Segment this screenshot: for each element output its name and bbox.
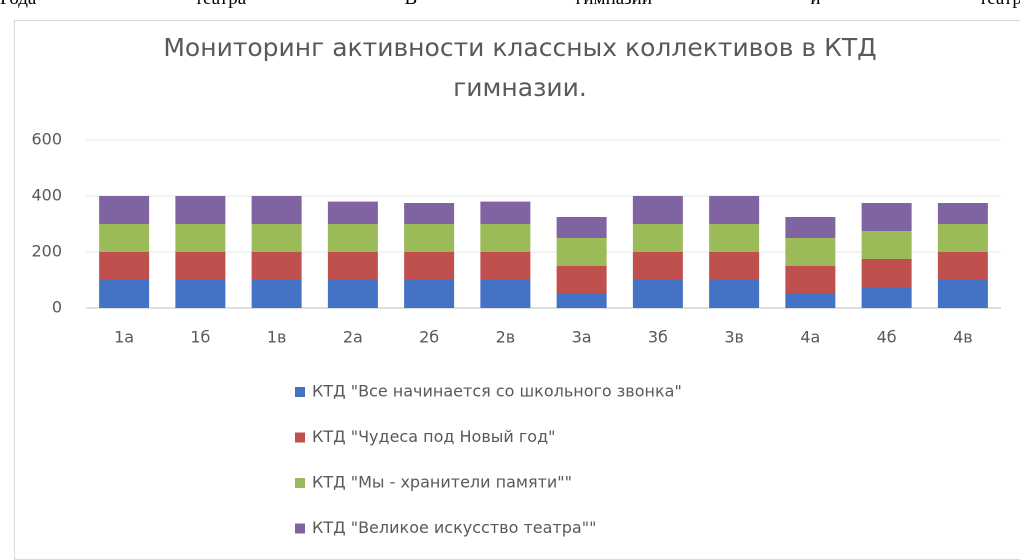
x-tick-label: 2а	[343, 328, 363, 347]
bar-segment	[480, 280, 531, 308]
bar-segment	[404, 203, 455, 224]
chart-title: Мониторинг активности классных коллектив…	[163, 33, 877, 102]
bar-segment	[99, 224, 150, 252]
bar-segment	[709, 196, 760, 224]
y-tick-label: 200	[31, 242, 62, 261]
legend-label: КТД "Великое искусство театра""	[312, 518, 596, 537]
y-tick-label: 0	[52, 298, 62, 317]
bar-segment	[99, 280, 150, 308]
x-tick-label: 2б	[419, 328, 439, 347]
bar-segment	[785, 217, 836, 238]
bar-segment	[99, 252, 150, 280]
bar-segment	[480, 201, 531, 224]
x-tick-label: 4в	[953, 328, 973, 347]
bar-segment	[327, 201, 378, 224]
bar-segment	[175, 280, 226, 308]
bar-segment	[175, 224, 226, 252]
bar-segment	[251, 280, 302, 308]
legend-swatch	[295, 523, 305, 534]
document-text: Года театра Вгимназии и театрал	[0, 0, 1020, 10]
bar-segment	[937, 252, 988, 280]
bar-segment	[327, 224, 378, 252]
legend-label: КТД "Все начинается со школьного звонка"	[312, 382, 682, 401]
bar-segment	[251, 196, 302, 224]
x-tick-label: 3а	[572, 328, 592, 347]
bar-segment	[785, 294, 836, 308]
y-tick-label: 600	[31, 130, 62, 149]
bar-segment	[937, 203, 988, 224]
bar-segment	[251, 252, 302, 280]
bar-segment	[404, 224, 455, 252]
bar-segment	[632, 252, 683, 280]
legend-label: КТД "Чудеса под Новый год"	[312, 427, 556, 446]
bar-segment	[785, 238, 836, 266]
bar-segment	[404, 280, 455, 308]
bar-segment	[327, 252, 378, 280]
x-tick-label: 1а	[114, 328, 134, 347]
word: В	[405, 0, 418, 10]
x-tick-label: 1в	[267, 328, 287, 347]
word: театрал	[979, 0, 1020, 10]
x-tick-label: 2в	[496, 328, 516, 347]
bar-segment	[556, 238, 607, 266]
bar-segment	[556, 217, 607, 238]
bar-segment	[861, 259, 912, 287]
x-tick-label: 1б	[190, 328, 210, 347]
x-tick-label: 4а	[800, 328, 820, 347]
legend-swatch	[295, 387, 305, 397]
bar-segment	[709, 280, 760, 308]
bar-segment	[251, 224, 302, 252]
bar-segment	[175, 196, 226, 224]
bar-segment	[861, 231, 912, 259]
bar-segment	[480, 224, 531, 252]
bar-segment	[327, 280, 378, 308]
bar-segment	[175, 252, 226, 280]
bar-segment	[937, 280, 988, 308]
bar-segment	[556, 266, 607, 294]
legend-swatch	[295, 432, 305, 443]
bar-segment	[709, 224, 760, 252]
bar-segment	[632, 224, 683, 252]
word: Года	[0, 0, 36, 10]
bar-segment	[556, 294, 607, 308]
bar-segment	[99, 196, 150, 224]
bar-segment	[632, 280, 683, 308]
y-tick-label: 400	[31, 186, 62, 205]
x-tick-label: 3в	[724, 328, 744, 347]
bar-segment	[404, 252, 455, 280]
bar-segment	[937, 224, 988, 252]
bar-segment	[785, 266, 836, 294]
bar-segment	[709, 252, 760, 280]
bar-segment	[480, 252, 531, 280]
word: театра	[195, 0, 246, 10]
x-tick-label: 3б	[648, 328, 668, 347]
bar-segment	[632, 196, 683, 224]
bar-segment	[861, 287, 912, 308]
word: гимназии	[576, 0, 652, 10]
legend-swatch	[295, 478, 305, 488]
legend-label: КТД "Мы - хранители памяти""	[312, 473, 572, 492]
bar-segment	[861, 203, 912, 231]
x-tick-label: 4б	[877, 328, 897, 347]
word: и	[810, 0, 820, 10]
